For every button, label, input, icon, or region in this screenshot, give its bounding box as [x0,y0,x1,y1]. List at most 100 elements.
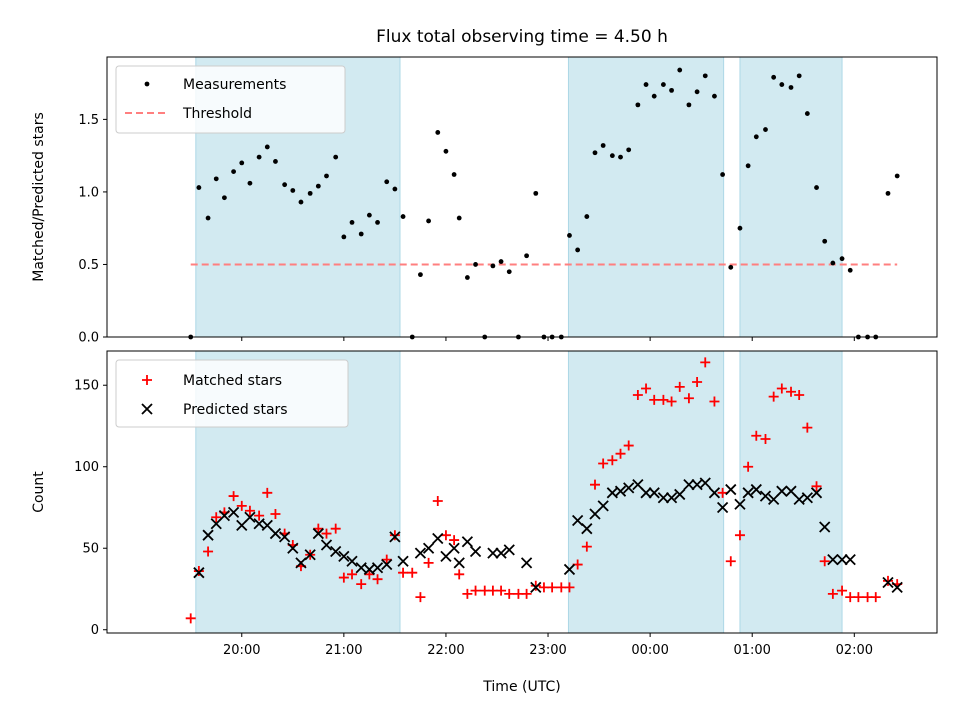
predicted-star-point [891,581,903,593]
matched-star-point [432,495,443,506]
top-plot-frame [106,56,938,338]
measurement-point [694,89,700,95]
predicted-star-point [581,523,593,535]
measurement-point [788,85,794,90]
measurement-point [418,272,423,278]
x-tick-label: 00:00 [631,643,668,658]
predicted-star-point [563,563,576,576]
matched-star-point [338,572,349,583]
matched-star-point [683,393,694,404]
measurement-point [426,218,431,224]
measurement-point [264,144,270,150]
matched-star-point [853,592,864,603]
matched-star-point [203,546,214,557]
measurement-point [728,264,734,270]
matched-star-point [381,554,392,565]
predicted-star-point [665,492,678,504]
matched-star-point [802,422,813,433]
matched-star-point [607,455,618,466]
matched-star-point [751,430,762,441]
matched-star-point [364,569,375,580]
matched-star-point [598,458,609,469]
x-tick-label: 22:00 [427,643,464,658]
matched-star-point [743,461,754,472]
legend-matched-marker [142,375,152,385]
matched-star-point [717,487,728,498]
measurement-point [712,93,717,99]
matched-star-point [504,588,515,599]
shaded-interval-2 [567,56,725,338]
matched-star-point [228,491,239,502]
measurement-point [247,180,253,186]
matched-star-point [827,588,838,599]
legend-box [115,65,346,134]
measurement-point [660,82,666,87]
predicted-star-point [759,490,772,502]
legend-threshold-label: Threshold [182,106,252,122]
measurement-point [677,67,683,73]
matched-star-point [837,585,848,596]
measurement-point [307,190,313,196]
predicted-star-point [699,477,711,489]
measurement-point [324,173,329,179]
bottom-y-axis-label: Count [31,471,47,513]
predicted-star-point [227,506,240,519]
measurement-point [804,111,810,116]
predicted-star-point [801,492,813,504]
predicted-star-point [734,498,746,510]
matched-star-point [734,530,745,541]
measurement-point [592,150,598,156]
matched-star-point [615,448,626,459]
measurement-point [298,199,304,205]
predicted-star-point [371,562,384,574]
measurement-point [239,160,245,166]
matched-star-point [454,569,465,580]
bottom-y-axis-ticks: 0 50 100 150 [74,379,107,638]
matched-star-point [449,535,460,546]
predicted-star-point [397,555,409,567]
matched-star-point [262,487,273,498]
predicted-star-point [193,567,205,579]
predicted-star-point [346,555,358,567]
measurement-point [341,234,347,240]
y-tick-label: 1.5 [78,113,99,128]
predicted-star-point [742,487,754,499]
matched-star-point [870,592,881,603]
predicted-star-point [503,544,515,556]
matched-star-point [674,381,685,392]
measurement-point [196,185,202,190]
predicted-star-point [422,542,435,554]
matched-star-point [372,574,383,585]
measurement-point [533,190,539,196]
matched-star-point [211,512,222,523]
bottom-plot-frame [106,350,938,634]
predicted-star-point [708,487,721,499]
matched-star-point [254,510,265,521]
matched-star-point [440,530,451,541]
matched-star-point [692,376,703,387]
matched-star-point [496,585,507,596]
measurement-point [584,214,590,219]
predicted-star-point [725,483,737,496]
predicted-stars-points [193,477,903,593]
measurement-point [435,130,441,135]
predicted-star-point [287,542,299,554]
predicted-star-point [716,501,729,514]
x-tick-label: 20:00 [223,643,260,658]
predicted-star-point [520,557,533,569]
matched-star-point [564,582,575,593]
measurement-point [702,73,708,79]
measurement-point [333,154,339,160]
predicted-star-point [827,554,839,566]
predicted-star-point [453,557,465,569]
predicted-star-point [530,581,542,593]
y-tick-label: 1.0 [78,185,99,200]
measurement-point [894,173,900,179]
matched-star-point [347,569,358,580]
measurement-point [213,176,219,182]
measurement-point [205,215,211,221]
measurement-point [847,267,853,273]
matched-star-point [321,528,332,539]
shaded-interval-3 [739,56,843,338]
measurement-point [822,238,828,244]
